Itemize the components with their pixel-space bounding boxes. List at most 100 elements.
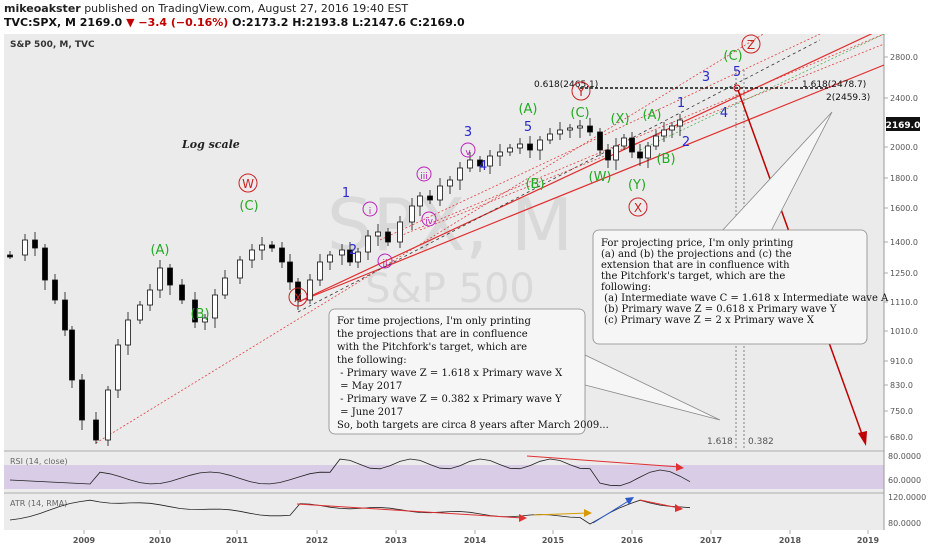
candle-body bbox=[457, 167, 463, 181]
candle-body bbox=[447, 179, 453, 187]
publish-info: published on TradingView.com, August 27,… bbox=[84, 2, 409, 15]
candle-body bbox=[621, 137, 627, 147]
callout-line: (c) Primary wave Z = 2 x Primary wave X bbox=[601, 315, 815, 326]
candle-body bbox=[147, 289, 153, 306]
candle-body bbox=[577, 125, 583, 129]
candle-body bbox=[202, 317, 208, 323]
price-tick-label: 1110.0 bbox=[890, 298, 918, 307]
candle-body bbox=[613, 145, 619, 161]
candles bbox=[7, 114, 683, 446]
candle-body bbox=[527, 143, 533, 151]
year-label: 2012 bbox=[306, 536, 328, 545]
price-change: ▼ −3.4 (−0.16%) bbox=[126, 16, 229, 29]
candle-body bbox=[52, 279, 58, 301]
candle-body bbox=[157, 267, 163, 291]
wave-label: (X) bbox=[610, 112, 629, 127]
wave-label: 3 bbox=[702, 70, 710, 85]
candle-body bbox=[115, 344, 121, 391]
price-chart[interactable]: SPX, M S&P 500 S&P 500, M, TVC Log scale… bbox=[0, 30, 932, 550]
candle-body bbox=[7, 254, 13, 258]
callout-line: the following: bbox=[337, 355, 407, 366]
callout-line: So, both targets are circa 8 years after… bbox=[337, 420, 609, 431]
candle-body bbox=[137, 304, 143, 321]
rsi-divergence-line bbox=[526, 455, 681, 468]
price-tick-label: 750.0 bbox=[890, 407, 913, 416]
year-label: 2014 bbox=[464, 536, 487, 545]
atr-label: ATR (14, RMA) bbox=[10, 499, 67, 508]
pitchfork-line bbox=[419, 43, 884, 231]
wave-label: 1 bbox=[677, 96, 685, 111]
wave-label: 1 bbox=[342, 186, 350, 201]
candle-body bbox=[22, 239, 28, 256]
author-name[interactable]: mikeoakster bbox=[4, 2, 81, 15]
candle-body bbox=[677, 119, 683, 127]
candle-body bbox=[287, 261, 293, 283]
atr-red-arrow-2 bbox=[675, 504, 683, 512]
year-label: 2017 bbox=[700, 536, 722, 545]
publish-line: mikeoakster published on TradingView.com… bbox=[4, 2, 408, 15]
candle-body bbox=[637, 151, 643, 159]
wave-label: X bbox=[634, 201, 642, 215]
candle-body bbox=[567, 127, 573, 131]
callout-price-box bbox=[592, 229, 868, 345]
wave-label: Y bbox=[576, 85, 585, 99]
callout-line: extension that are in confluence with bbox=[601, 260, 790, 271]
callout-line: For time projections, I'm only printing bbox=[337, 316, 531, 327]
wave-label: iii bbox=[420, 172, 428, 182]
callout-time-text: For time projections, I'm only printing t… bbox=[337, 316, 609, 431]
candle-body bbox=[375, 231, 381, 237]
watermark: SPX, M bbox=[327, 183, 573, 267]
candle-body bbox=[279, 247, 285, 263]
price-tick-label: 2000.0 bbox=[890, 143, 918, 152]
year-label: 2016 bbox=[621, 536, 644, 545]
candle-body bbox=[327, 254, 333, 263]
wave-label: (B) bbox=[525, 177, 544, 192]
year-label: 2018 bbox=[779, 536, 802, 545]
wave-label: 3 bbox=[464, 125, 472, 140]
candle-body bbox=[467, 159, 473, 169]
year-label: 2010 bbox=[149, 536, 172, 545]
atr-blue-arrow bbox=[625, 497, 634, 505]
candle-body bbox=[347, 249, 353, 263]
candle-body bbox=[32, 239, 38, 249]
candle-body bbox=[69, 329, 75, 381]
callout-price-text: For projecting price, I'm only printing(… bbox=[601, 238, 889, 326]
callout-time: For time projections, I'm only printing t… bbox=[328, 308, 721, 435]
callout-line: (b) Primary wave Z = 0.618 x Primary wav… bbox=[601, 304, 837, 315]
candle-body bbox=[105, 389, 111, 441]
median-line bbox=[297, 39, 821, 313]
price-axis: 2800.0 2400.0 2000.0 1800.0 1600.0 1400.0 1250… bbox=[884, 53, 918, 442]
wave-label: (B) bbox=[656, 152, 675, 167]
candle-body bbox=[192, 299, 198, 323]
price-tick-label: 2400.0 bbox=[890, 94, 918, 103]
candle-body bbox=[437, 185, 443, 201]
time-axis: 2009 2010 2011 2012 2013 2014 2015 2016 2017 2018… bbox=[73, 530, 880, 545]
price-tick-label: 2800.0 bbox=[890, 53, 918, 62]
wave-label: 5 bbox=[733, 65, 741, 80]
fib-label-1618: 1.618(2478.7) bbox=[802, 80, 866, 90]
wave-label-circle bbox=[628, 197, 648, 217]
atr-tick-120: 120.0000 bbox=[888, 493, 926, 502]
candle-body bbox=[645, 145, 651, 159]
atr-line bbox=[9, 499, 691, 525]
callout-line: following: bbox=[601, 282, 651, 293]
callout-price: For projecting price, I'm only printing(… bbox=[592, 111, 889, 345]
candle-body bbox=[397, 221, 403, 243]
candle-body bbox=[222, 277, 228, 296]
wave-label: (C) bbox=[239, 199, 258, 214]
wave-label-circle bbox=[377, 253, 393, 269]
pitchfork-line bbox=[379, 34, 821, 241]
wave-label-circle bbox=[571, 81, 591, 101]
candle-body bbox=[537, 139, 543, 151]
candle-body bbox=[295, 281, 301, 301]
candle-body bbox=[557, 129, 563, 135]
candle-body bbox=[669, 125, 675, 131]
channel-line bbox=[297, 34, 873, 303]
rsi-band bbox=[4, 465, 884, 489]
candle-body bbox=[125, 319, 131, 346]
last-price-tag bbox=[886, 117, 920, 131]
price-tick-label: 1400.0 bbox=[890, 238, 918, 247]
callout-line: with the Pitchfork's target, which are bbox=[337, 342, 527, 353]
candle-body bbox=[497, 151, 503, 157]
wave-label: ii bbox=[382, 259, 387, 269]
